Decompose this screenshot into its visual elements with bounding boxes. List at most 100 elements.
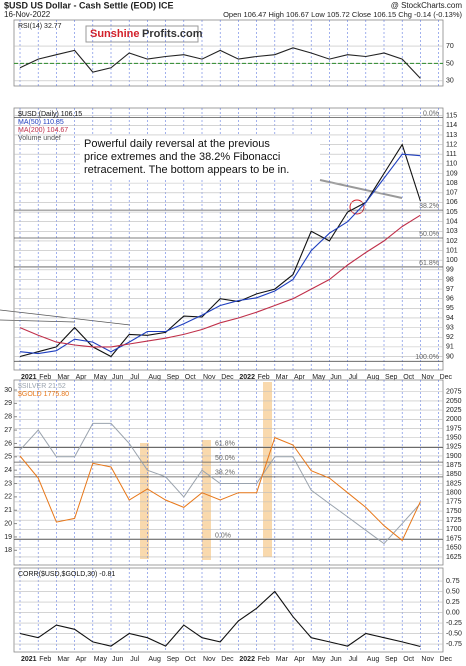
y2-tick-label: 30 — [4, 387, 12, 394]
title: $USD US Dollar - Cash Settle (EOD) ICE — [4, 0, 174, 10]
y-tick-label: 1900 — [446, 453, 462, 460]
y-tick-label: 114 — [446, 122, 457, 129]
annotation: price extremes and the 38.2% Fibonacci — [84, 151, 280, 163]
y2-tick-label: 19 — [4, 534, 12, 541]
legend-entry: $USD (Daily) 106.15 — [18, 111, 82, 118]
x-tick-label: Jun — [112, 374, 123, 381]
y-tick-label: 1850 — [446, 471, 462, 478]
x-tick-label: Jul — [130, 374, 139, 381]
panel-frame — [13, 19, 444, 87]
y-tick-label: 2025 — [446, 407, 462, 414]
x-tick-label: May — [94, 374, 108, 381]
y-tick-label: 111 — [446, 151, 457, 158]
x-tick-label: Aug — [148, 656, 161, 663]
x-tick-label: Feb — [258, 374, 270, 381]
x-tick-label: Dec — [440, 374, 453, 381]
y-tick-label: 95 — [446, 305, 454, 312]
series-line — [19, 143, 421, 358]
trendline — [0, 309, 131, 326]
x-tick-label: Jun — [112, 656, 123, 663]
series-line — [19, 153, 421, 355]
y2-tick-label: 28 — [4, 414, 12, 421]
y-tick-label: 1750 — [446, 508, 462, 515]
y-tick-label: 106 — [446, 199, 458, 206]
x-tick-label: 2022 — [239, 374, 255, 381]
fib-label: 0.0% — [215, 532, 231, 539]
x-tick-label: Nov — [421, 374, 434, 381]
x-tick-label: Sep — [167, 374, 180, 381]
y-tick-label: 97 — [446, 286, 454, 293]
x-tick-label: Dec — [440, 656, 453, 663]
legend-entry: MA(50) 110.85 — [18, 119, 64, 126]
y-tick-label: 70 — [446, 43, 454, 50]
y2-tick-label: 18 — [4, 547, 12, 554]
y-tick-label: 1625 — [446, 554, 462, 561]
x-tick-label: Feb — [39, 656, 51, 663]
x-tick-label: Jul — [130, 656, 139, 663]
x-tick-label: 2021 — [21, 656, 37, 663]
x-tick-label: Sep — [167, 656, 180, 663]
x-tick-label: Oct — [403, 374, 414, 381]
y2-tick-label: 22 — [4, 494, 12, 501]
x-tick-label: May — [312, 374, 326, 381]
y-tick-label: 1925 — [446, 444, 462, 451]
y-tick-label: 99 — [446, 267, 454, 274]
x-tick-label: Aug — [148, 374, 161, 381]
highlight — [202, 440, 211, 560]
fib-label: 38.2% — [215, 470, 235, 477]
y2-tick-label: 26 — [4, 440, 12, 447]
series-line — [19, 590, 421, 648]
y-tick-label: 113 — [446, 132, 457, 139]
x-tick-label: Aug — [367, 656, 380, 663]
x-tick-label: Jul — [349, 656, 358, 663]
y-tick-label: 1775 — [446, 499, 462, 506]
date: 16-Nov-2022 — [4, 10, 51, 19]
x-tick-label: Apr — [294, 374, 306, 381]
x-tick-label: Nov — [421, 656, 434, 663]
y-tick-label: 105 — [446, 209, 458, 216]
x-tick-label: Mar — [276, 656, 289, 663]
y-tick-label: 0.00 — [446, 609, 460, 616]
y2-tick-label: 29 — [4, 400, 12, 407]
y-tick-label: 94 — [446, 315, 454, 322]
y-tick-label: 0.75 — [446, 578, 460, 585]
highlight — [263, 382, 272, 557]
y2-tick-label: 23 — [4, 480, 12, 487]
legend-entry: $GOLD 1775.80 — [18, 391, 69, 398]
y2-tick-label: 21 — [4, 507, 12, 514]
y-tick-label: 108 — [446, 180, 458, 187]
y-tick-label: 1950 — [446, 434, 462, 441]
y-tick-label: 0.50 — [446, 588, 460, 595]
trendline — [0, 319, 76, 323]
y-tick-label: 104 — [446, 219, 458, 226]
fib-label: 61.8% — [215, 440, 235, 447]
y-tick-label: 115 — [446, 113, 457, 120]
y-tick-label: 103 — [446, 228, 458, 235]
y-tick-label: 107 — [446, 190, 458, 197]
x-tick-label: Mar — [57, 374, 70, 381]
x-tick-label: 2022 — [239, 656, 255, 663]
panel-frame — [13, 379, 444, 566]
x-tick-label: 2021 — [21, 374, 37, 381]
y-tick-label: 1975 — [446, 425, 462, 432]
y-tick-label: 1700 — [446, 526, 462, 533]
y-tick-label: 0.25 — [446, 599, 460, 606]
circle — [349, 199, 365, 215]
y-tick-label: 90 — [446, 353, 454, 360]
annotation: retracement. The bottom appears to be in… — [84, 164, 289, 176]
x-tick-label: Jun — [330, 656, 341, 663]
y-tick-label: 100 — [446, 257, 458, 264]
legend-entry: Volume undef — [18, 135, 61, 142]
y-tick-label: 96 — [446, 296, 454, 303]
y-tick-label: 112 — [446, 141, 457, 148]
fib-label: 50.0% — [215, 455, 235, 462]
y2-tick-label: 24 — [4, 467, 12, 474]
y-tick-label: -0.50 — [446, 630, 462, 637]
y-tick-label: 98 — [446, 276, 454, 283]
y-tick-label: 109 — [446, 170, 458, 177]
x-tick-label: Jul — [349, 374, 358, 381]
y-tick-label: 1725 — [446, 517, 462, 524]
legend-entry: RSI(14) 32.77 — [18, 23, 62, 30]
y-tick-label: 102 — [446, 238, 458, 245]
fib-label: 100.0% — [415, 354, 439, 361]
